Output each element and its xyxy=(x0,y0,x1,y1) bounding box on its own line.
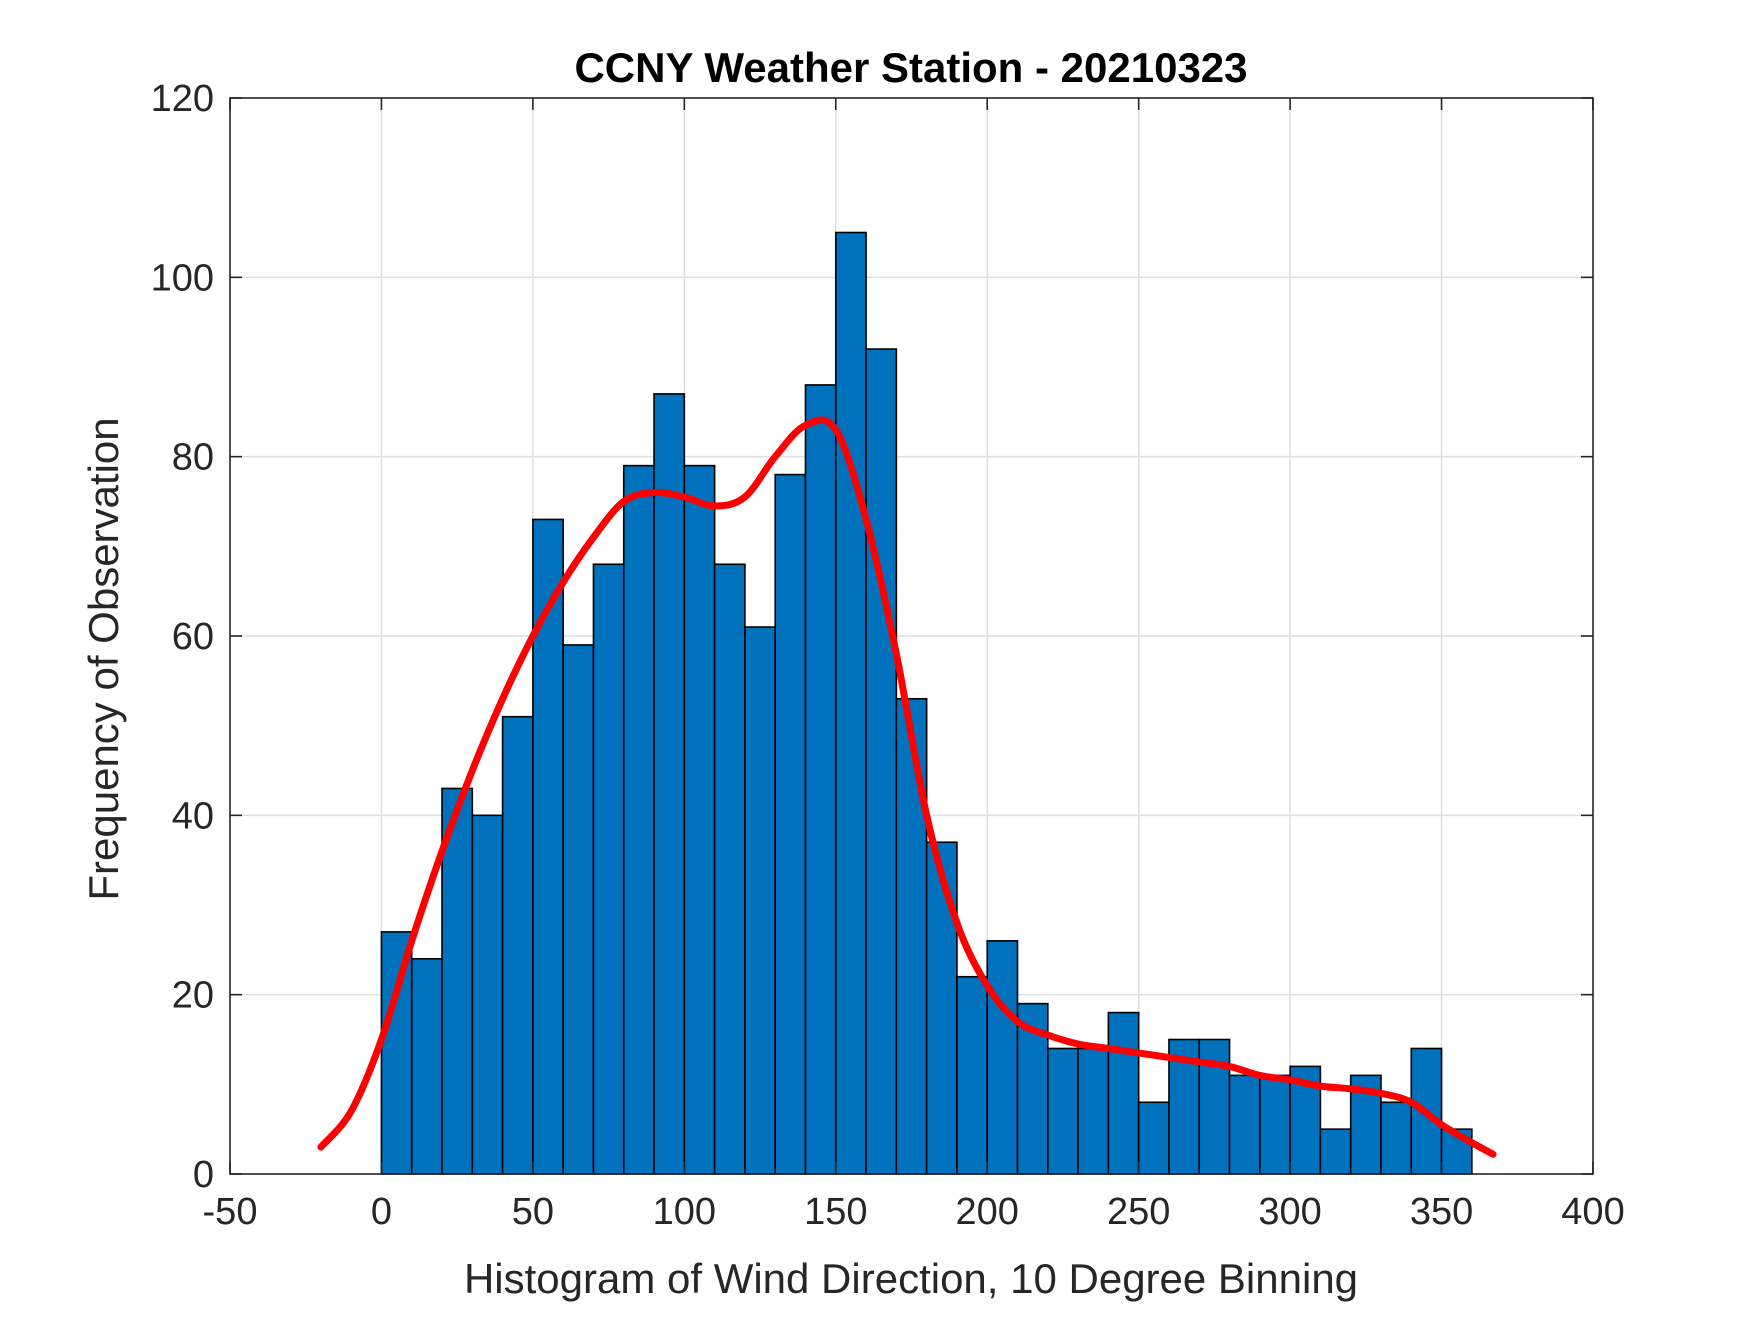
histogram-bar xyxy=(744,626,777,1175)
histogram-bar xyxy=(562,644,595,1175)
x-tick-label: 250 xyxy=(1107,1191,1170,1233)
histogram-bar xyxy=(622,464,655,1175)
x-tick-label: 0 xyxy=(371,1191,392,1233)
histogram-bar xyxy=(1319,1128,1352,1175)
histogram-bar xyxy=(774,473,807,1175)
histogram-bar xyxy=(1107,1011,1140,1175)
histogram-bar xyxy=(683,464,716,1175)
x-tick-label: 150 xyxy=(804,1191,867,1233)
y-tick-label: 60 xyxy=(172,616,214,658)
x-axis-label: Histogram of Wind Direction, 10 Degree B… xyxy=(464,1255,1358,1302)
x-tick-label: 100 xyxy=(653,1191,716,1233)
x-tick-label: 200 xyxy=(956,1191,1019,1233)
histogram-bar xyxy=(865,348,898,1175)
x-tick-label: 50 xyxy=(512,1191,554,1233)
fit-curve xyxy=(317,416,1497,1158)
histogram-bar xyxy=(501,715,534,1175)
axes xyxy=(229,97,1594,1175)
histogram-bar xyxy=(925,841,958,1175)
x-tick-label: 350 xyxy=(1410,1191,1473,1233)
x-tick-label: 300 xyxy=(1258,1191,1321,1233)
y-tick-label: 40 xyxy=(172,795,214,837)
histogram-bar xyxy=(1047,1047,1079,1175)
y-tick-label: 20 xyxy=(172,975,214,1017)
y-tick-label: 0 xyxy=(193,1154,214,1196)
histogram-bar xyxy=(1228,1074,1261,1175)
y-tick-label: 120 xyxy=(151,78,214,120)
histogram-bar xyxy=(653,393,686,1175)
histogram-bar xyxy=(1380,1101,1413,1175)
histogram-bar xyxy=(713,563,746,1175)
tick-labels: -50 0 50 100 150 200 250 300 350 4000204060801001… xyxy=(151,78,1625,1233)
histogram-bar xyxy=(410,957,443,1175)
histogram-bar xyxy=(1137,1101,1170,1175)
histogram-bar xyxy=(834,231,867,1175)
histogram-bar xyxy=(956,975,989,1175)
histogram-bar xyxy=(895,697,928,1175)
histogram-bar xyxy=(592,563,625,1175)
histogram-bar xyxy=(471,814,504,1175)
y-axis-label: Frequency of Observation xyxy=(80,417,127,900)
histogram-bar xyxy=(986,940,1019,1175)
x-tick-label: 400 xyxy=(1561,1191,1624,1233)
histogram-bar xyxy=(380,931,413,1175)
chart-title: CCNY Weather Station - 20210323 xyxy=(574,44,1247,91)
histogram-bar xyxy=(1077,1047,1110,1175)
x-tick-label: -50 xyxy=(203,1191,258,1233)
density-fit-line xyxy=(317,416,1497,1158)
y-tick-label: 100 xyxy=(151,257,214,299)
histogram-bar xyxy=(532,518,564,1175)
y-tick-label: 80 xyxy=(172,437,214,479)
histogram-bar xyxy=(804,384,837,1175)
histogram-bar xyxy=(1259,1074,1291,1175)
